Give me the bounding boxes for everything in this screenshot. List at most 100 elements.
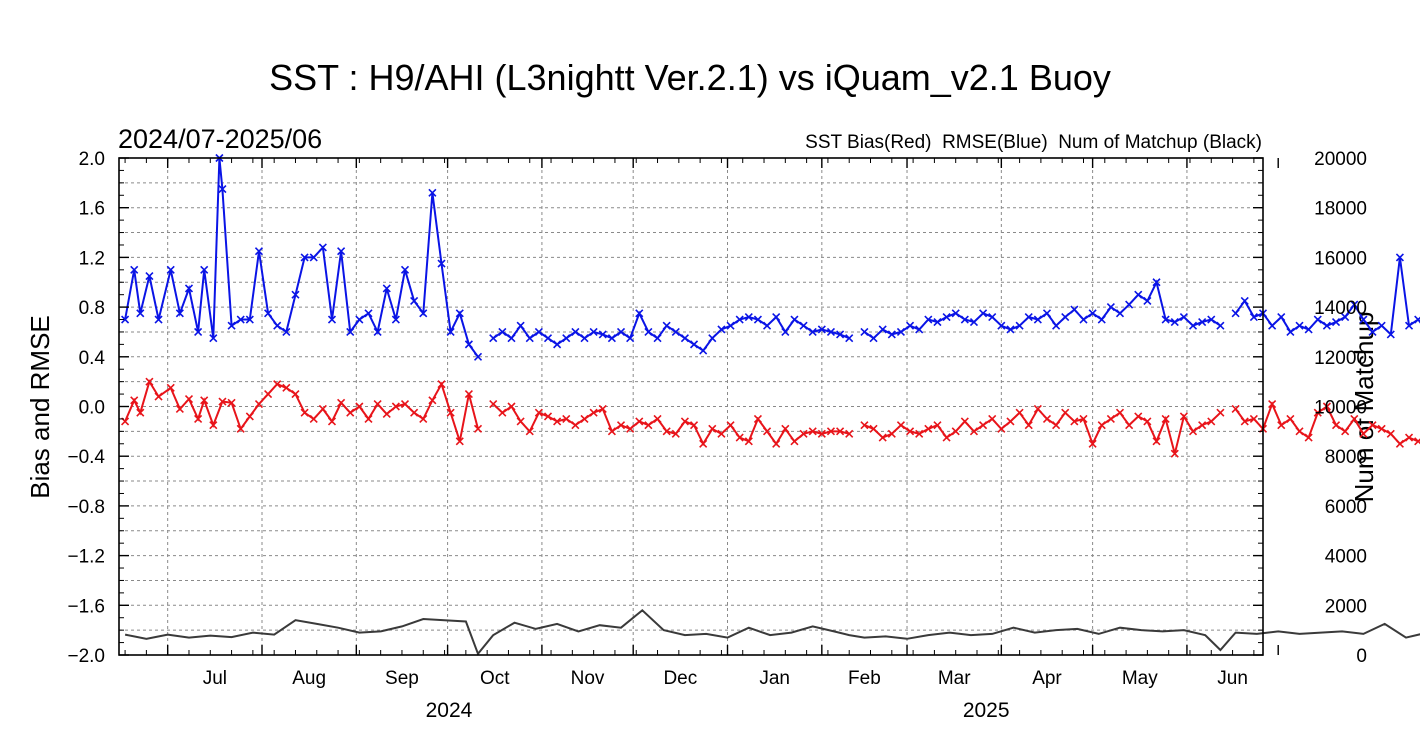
data-point bbox=[997, 321, 1006, 330]
data-point bbox=[1341, 427, 1350, 436]
data-point bbox=[1061, 312, 1070, 322]
y-tick-label: −0.4 bbox=[67, 447, 105, 468]
data-point bbox=[489, 399, 498, 409]
data-point bbox=[1368, 421, 1377, 430]
series-line bbox=[124, 379, 479, 442]
data-point bbox=[1088, 309, 1097, 318]
data-point bbox=[130, 265, 139, 274]
data-point bbox=[1015, 321, 1024, 330]
data-point bbox=[1350, 300, 1359, 309]
x-tick-label: Sep bbox=[385, 668, 419, 689]
data-point bbox=[726, 321, 735, 330]
data-point bbox=[1231, 404, 1240, 414]
data-point bbox=[507, 402, 516, 411]
data-point bbox=[282, 383, 291, 392]
y2-tick-label: 12000 bbox=[1314, 348, 1367, 369]
data-point bbox=[154, 392, 163, 401]
x-tick-label: May bbox=[1122, 668, 1158, 689]
data-point bbox=[571, 421, 580, 430]
data-point bbox=[869, 424, 878, 433]
data-point bbox=[136, 408, 145, 417]
x-tick-label: Feb bbox=[848, 668, 881, 689]
data-point bbox=[790, 437, 799, 446]
data-point bbox=[1143, 417, 1152, 426]
data-point bbox=[635, 309, 644, 318]
data-point bbox=[924, 424, 933, 433]
data-point bbox=[1115, 309, 1125, 318]
data-point bbox=[175, 404, 184, 414]
series-line bbox=[1234, 401, 1420, 446]
data-point bbox=[516, 417, 525, 426]
data-point bbox=[1240, 417, 1249, 426]
y-tick-label: 0.8 bbox=[79, 298, 105, 319]
data-point bbox=[194, 414, 203, 423]
data-point bbox=[553, 340, 562, 349]
data-point bbox=[489, 334, 498, 343]
y2-tick-label: 18000 bbox=[1314, 199, 1367, 220]
x-tick-label: Aug bbox=[292, 668, 326, 689]
data-point bbox=[1079, 414, 1088, 423]
data-point bbox=[607, 334, 616, 343]
data-point bbox=[1207, 315, 1216, 324]
data-point bbox=[1313, 408, 1322, 417]
data-point bbox=[626, 334, 635, 343]
data-point bbox=[1386, 330, 1395, 339]
data-point bbox=[1179, 312, 1188, 322]
data-point bbox=[878, 433, 887, 442]
data-point bbox=[525, 334, 534, 343]
data-point bbox=[808, 427, 817, 436]
data-point bbox=[933, 317, 942, 327]
data-point bbox=[166, 265, 175, 274]
data-point bbox=[887, 330, 896, 339]
data-point bbox=[1395, 253, 1404, 262]
y-tick-label: −0.8 bbox=[67, 497, 105, 518]
data-point bbox=[200, 265, 209, 274]
data-point bbox=[327, 315, 337, 324]
data-point bbox=[905, 427, 915, 436]
data-point bbox=[254, 399, 264, 409]
data-point bbox=[446, 327, 455, 337]
data-point bbox=[1331, 421, 1341, 430]
data-point bbox=[1350, 414, 1359, 423]
data-point bbox=[1024, 312, 1033, 322]
data-point bbox=[1377, 424, 1386, 433]
data-point bbox=[997, 424, 1006, 433]
data-point bbox=[933, 421, 942, 430]
data-point bbox=[1414, 437, 1420, 446]
data-point bbox=[419, 414, 428, 423]
data-point bbox=[184, 284, 194, 293]
data-point bbox=[1313, 315, 1322, 324]
grid-lines bbox=[119, 158, 1263, 655]
data-point bbox=[905, 321, 915, 330]
data-point bbox=[781, 327, 790, 337]
data-point bbox=[799, 429, 808, 438]
series-line bbox=[492, 403, 850, 446]
data-point bbox=[790, 315, 799, 324]
series-num-of-matchup-black bbox=[124, 608, 1420, 656]
data-point bbox=[1359, 429, 1368, 438]
data-point bbox=[1052, 321, 1061, 330]
data-point bbox=[254, 247, 264, 256]
data-point bbox=[1377, 321, 1386, 330]
y2-tick-label: 2000 bbox=[1325, 596, 1367, 617]
data-point bbox=[1088, 439, 1097, 448]
data-point bbox=[644, 421, 653, 430]
data-point bbox=[762, 321, 772, 330]
data-point bbox=[1143, 296, 1152, 305]
data-point bbox=[437, 259, 446, 268]
data-point bbox=[282, 327, 291, 337]
data-point bbox=[300, 408, 309, 417]
y-tick-label: −1.2 bbox=[67, 547, 105, 568]
data-point bbox=[437, 380, 446, 389]
data-point bbox=[245, 315, 254, 324]
data-point bbox=[589, 327, 598, 337]
data-point bbox=[942, 312, 951, 322]
series-line bbox=[864, 407, 1222, 454]
data-point bbox=[1216, 408, 1225, 417]
data-point bbox=[869, 334, 878, 343]
data-point bbox=[1304, 325, 1313, 334]
data-point bbox=[400, 399, 410, 409]
data-point bbox=[644, 327, 653, 337]
